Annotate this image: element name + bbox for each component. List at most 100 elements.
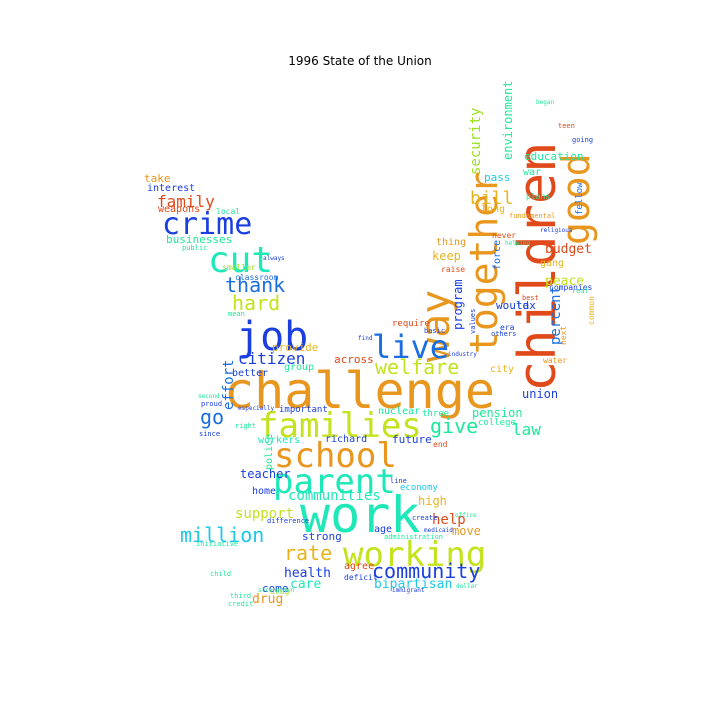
word-three: three xyxy=(422,409,449,419)
word-take: take xyxy=(144,172,171,185)
word-values: values xyxy=(469,309,477,334)
word-peace: peace xyxy=(545,274,584,289)
word-end: end xyxy=(433,440,448,449)
word-water: water xyxy=(543,356,567,365)
word-rate: rate xyxy=(284,541,332,565)
word-bill: bill xyxy=(470,188,513,209)
word-drug: drug xyxy=(252,592,283,607)
word-war: war xyxy=(523,167,541,178)
word-find: find xyxy=(358,335,373,342)
word-real: real xyxy=(572,287,589,295)
word-welfare: welfare xyxy=(375,355,459,379)
word-others: others xyxy=(491,330,516,338)
word-way: way xyxy=(413,290,459,362)
word-pass: pass xyxy=(484,171,511,184)
word-smaller: smaller xyxy=(222,263,256,272)
word-provide: provide xyxy=(272,341,318,354)
word-proud: proud xyxy=(201,400,222,408)
word-thank: thank xyxy=(225,273,285,297)
word-administration: administration xyxy=(384,533,443,541)
word-families: families xyxy=(258,406,422,446)
word-cut: cut xyxy=(208,240,273,281)
word-live: live xyxy=(372,328,449,366)
word-children: children xyxy=(508,142,568,392)
word-college: college xyxy=(478,418,516,428)
word-third: third xyxy=(230,592,251,600)
word-security: security xyxy=(468,108,484,175)
word-common: common xyxy=(587,296,596,325)
word-best: best xyxy=(522,294,539,302)
word-care: care xyxy=(290,577,321,592)
word-keep: keep xyxy=(432,249,461,263)
word-create: create xyxy=(412,514,437,522)
word-parent: parent xyxy=(273,462,396,502)
word-group: group xyxy=(284,362,314,373)
word-economy: economy xyxy=(400,483,439,493)
word-teen: teen xyxy=(558,122,575,130)
word-require: require xyxy=(392,319,430,329)
word-crime: crime xyxy=(162,207,252,242)
word-plans: plans xyxy=(526,192,550,201)
word-mean: mean xyxy=(228,310,245,318)
word-deficit: deficit xyxy=(344,573,378,582)
word-since: since xyxy=(199,430,220,438)
word-richard: richard xyxy=(325,434,367,445)
word-going: going xyxy=(572,136,593,144)
word-effort: effort xyxy=(221,359,237,410)
word-go: go xyxy=(200,405,224,429)
word-better: better xyxy=(232,368,268,379)
word-budget: budget xyxy=(545,242,592,257)
word-next: next xyxy=(559,326,568,345)
word-would: would xyxy=(496,299,529,312)
word-public: public xyxy=(182,244,207,252)
word-fellow: fellow xyxy=(575,182,585,215)
word-industry: industry xyxy=(448,351,477,358)
word-fundamental: fundamental xyxy=(509,212,555,220)
word-environment: environment xyxy=(501,81,515,160)
word-citizen: citizen xyxy=(238,349,305,368)
word-classroom: classroom xyxy=(235,273,279,282)
word-tax: tax xyxy=(516,299,536,312)
word-strengthen: strengthen xyxy=(258,587,295,594)
word-communities: communities xyxy=(288,488,381,504)
word-drug: drug xyxy=(270,587,289,596)
word-health: health xyxy=(284,566,331,581)
word-child: child xyxy=(210,570,231,578)
word-line: line xyxy=(390,477,407,485)
word-long: long xyxy=(481,204,505,215)
word-help: help xyxy=(432,512,466,528)
word-credit: credit xyxy=(228,600,253,608)
word-family: family xyxy=(157,192,215,211)
word-religious: religious xyxy=(540,227,573,234)
word-especially: especially xyxy=(238,405,275,412)
word-hard: hard xyxy=(232,291,280,315)
word-work: work xyxy=(300,486,420,544)
word-million: million xyxy=(180,523,264,547)
word-police: police xyxy=(264,434,275,470)
word-important: important xyxy=(279,405,328,415)
word-pension: pension xyxy=(472,406,523,420)
word-thing: thing xyxy=(436,237,466,248)
word-law: law xyxy=(512,420,541,439)
word-teacher: teacher xyxy=(240,467,291,481)
word-home: home xyxy=(252,486,276,497)
word-bipartisan: bipartisan xyxy=(374,577,452,592)
word-support: support xyxy=(235,506,294,522)
word-future: future xyxy=(392,433,432,446)
word-immigrant: immigrant xyxy=(392,587,425,594)
word-right: right xyxy=(235,422,256,430)
word-dollar: dollar xyxy=(456,583,478,590)
word-second: second xyxy=(198,393,220,400)
word-office: office xyxy=(455,512,477,519)
word-businesses: businesses xyxy=(166,233,232,246)
word-community: community xyxy=(372,559,480,583)
word-weapons: weapons xyxy=(158,204,200,215)
word-difference: difference xyxy=(267,517,309,525)
word-initiative: initiative xyxy=(196,540,238,548)
word-interest: interest xyxy=(147,183,195,194)
word-working: working xyxy=(343,535,486,575)
word-age: age xyxy=(374,524,392,535)
word-companies: companies xyxy=(549,283,593,292)
word-raise: raise xyxy=(441,265,465,274)
